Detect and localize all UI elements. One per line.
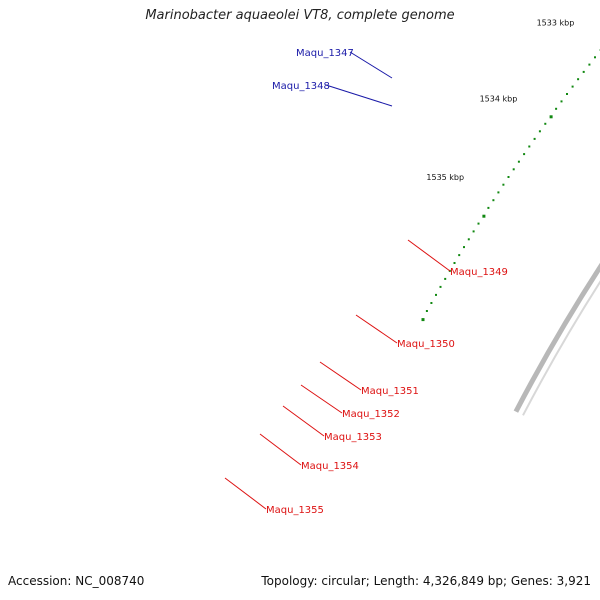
- tick-dot: [453, 262, 456, 264]
- tick-label: 1534 kbp: [480, 94, 518, 103]
- tick-dot: [502, 183, 505, 186]
- tick-dot: [477, 222, 480, 225]
- gene-label-maqu-1353: Maqu_1353: [324, 432, 382, 443]
- gene-leader-line: [319, 361, 362, 391]
- backbone-inner: [522, 280, 600, 416]
- tick-dot: [430, 302, 433, 304]
- tick-dot: [458, 254, 461, 257]
- genome-summary: Topology: circular; Length: 4,326,849 bp…: [261, 574, 591, 588]
- tick-dot: [555, 107, 558, 110]
- tick-dot: [523, 153, 526, 156]
- tick-dot: [439, 285, 442, 288]
- tick-label: 1535 kbp: [426, 173, 464, 182]
- gene-leader-line: [300, 384, 343, 414]
- gene-label-maqu-1348: Maqu_1348: [272, 81, 330, 92]
- map-title: Marinobacter aquaeolei VT8, complete gen…: [145, 8, 455, 23]
- gene-label-maqu-1347: Maqu_1347: [296, 48, 354, 59]
- tick-dot: [566, 93, 568, 95]
- tick-dot: [487, 206, 490, 209]
- tick-dot: [544, 122, 547, 125]
- gene-leader-line: [355, 314, 398, 344]
- gene-label-maqu-1351: Maqu_1351: [361, 386, 419, 397]
- gene-leader-line: [282, 405, 325, 437]
- tick-dot: [425, 310, 428, 312]
- tick-dot: [482, 214, 486, 218]
- tick-dot: [492, 199, 495, 202]
- backbone: [513, 262, 600, 416]
- tick-dot: [549, 115, 553, 119]
- tick-dot: [517, 160, 520, 163]
- tick-dot: [467, 238, 470, 241]
- tick-label: 1533 kbp: [537, 19, 575, 28]
- gene-leader-line: [349, 51, 393, 79]
- gene-label-maqu-1355: Maqu_1355: [266, 505, 324, 516]
- gene-leader-line: [224, 477, 267, 510]
- tick-dot: [512, 168, 515, 171]
- tick-dot: [463, 246, 465, 249]
- gene-leader-line: [259, 433, 302, 466]
- tick-dot: [577, 78, 580, 81]
- tick-dot: [472, 230, 475, 233]
- tick-dot: [497, 191, 500, 194]
- tick-dot: [528, 145, 531, 148]
- labels: 1525 kbp1526 kbp1527 kbp1528 kbp1529 kbp…: [224, 19, 575, 516]
- tick-dot: [435, 293, 437, 296]
- tick-dot: [421, 318, 425, 322]
- tick-marks: [421, 49, 600, 322]
- tick-dot: [444, 277, 447, 280]
- tick-dot: [533, 137, 536, 140]
- gene-label-maqu-1349: Maqu_1349: [450, 267, 508, 278]
- tick-dot: [560, 100, 563, 103]
- tick-dot: [588, 63, 591, 66]
- accession-text: Accession: NC_008740: [8, 574, 145, 588]
- tick-dot: [594, 56, 596, 59]
- gene-leader-line: [407, 239, 451, 272]
- gene-label-maqu-1354: Maqu_1354: [301, 461, 359, 472]
- tick-dot: [538, 130, 541, 133]
- tick-dot: [507, 176, 510, 178]
- tick-dot: [582, 70, 585, 73]
- tick-dot: [571, 85, 574, 88]
- gene-label-maqu-1350: Maqu_1350: [397, 339, 455, 350]
- gene-label-maqu-1352: Maqu_1352: [342, 409, 400, 420]
- gene-leader-line: [325, 84, 393, 107]
